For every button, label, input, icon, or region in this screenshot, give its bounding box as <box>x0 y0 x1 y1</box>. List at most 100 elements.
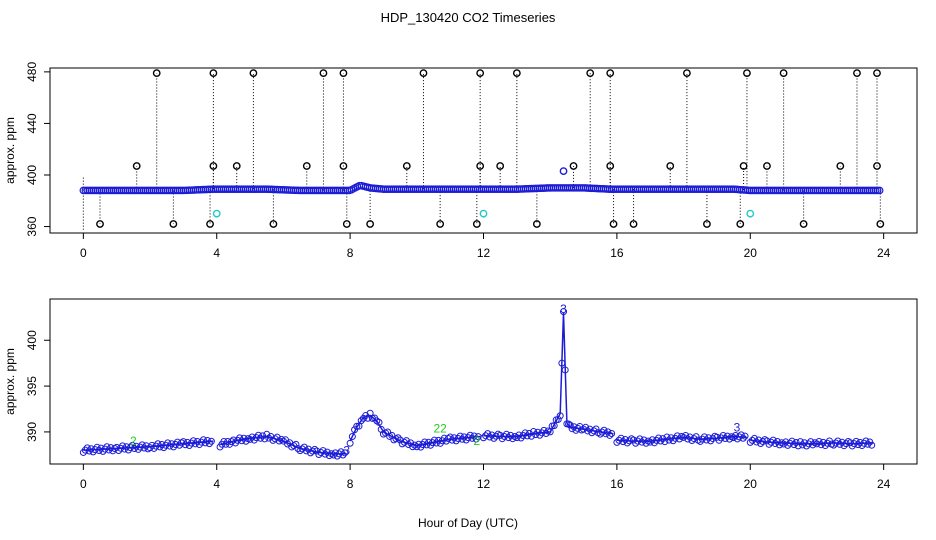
co2-point <box>341 449 349 457</box>
top-x-tick-label: 8 <box>347 246 354 260</box>
co2-point <box>407 439 415 447</box>
spike-point <box>739 162 748 170</box>
co2-point <box>353 422 361 430</box>
spike-point <box>606 69 615 78</box>
top-x-tick-label: 16 <box>610 246 624 260</box>
spike-point <box>496 162 505 170</box>
co2-point <box>698 435 706 443</box>
co2-point <box>642 439 650 447</box>
spike-point <box>703 220 711 228</box>
spike-point <box>152 69 161 78</box>
co2-point <box>590 427 598 435</box>
blue-point <box>559 167 568 176</box>
co2-point <box>474 433 482 441</box>
bottom-x-tick-label: 12 <box>477 477 491 491</box>
co2-point <box>561 366 569 374</box>
co2-point <box>357 417 365 425</box>
bottom-y-axis-title: approx. ppm <box>3 348 17 415</box>
co2-point <box>840 442 848 450</box>
top-x-tick-label: 24 <box>877 246 891 260</box>
co2-point <box>388 431 396 439</box>
co2-point <box>554 415 562 423</box>
co2-point <box>794 442 802 450</box>
co2-point <box>263 430 271 438</box>
spike-point <box>476 69 485 78</box>
top-y-axis-title: approx. ppm <box>3 117 17 184</box>
co2-point <box>309 447 317 455</box>
co2-point <box>556 412 564 420</box>
co2-point <box>560 308 568 316</box>
co2-point <box>868 441 876 449</box>
co2-point <box>757 440 765 448</box>
co2-line-segment <box>483 312 614 438</box>
spike-point <box>269 220 278 228</box>
co2-point <box>617 434 625 442</box>
top-x-tick-label: 12 <box>477 246 491 260</box>
co2-point <box>741 432 749 440</box>
co2-point <box>594 429 602 437</box>
spike-point <box>132 162 141 170</box>
spike-point <box>249 69 258 78</box>
bottom-y-tick-label: 400 <box>25 330 39 350</box>
co2-point <box>384 428 392 436</box>
spike-point <box>232 162 241 170</box>
co2-point <box>707 437 715 445</box>
co2-point <box>625 437 633 445</box>
co2-point <box>292 440 300 448</box>
co2-point <box>809 441 817 449</box>
co2-point <box>323 448 331 456</box>
co2-point <box>492 432 500 440</box>
co2-point <box>582 423 590 431</box>
spike-point <box>206 220 214 228</box>
co2-point <box>325 452 333 460</box>
co2-point <box>709 435 717 443</box>
spike-point <box>743 69 751 78</box>
bottom-x-tick-label: 24 <box>877 477 891 491</box>
bottom-x-tick-label: 8 <box>347 477 354 491</box>
co2-point <box>600 426 608 434</box>
spike-point <box>419 69 428 78</box>
spike-point <box>366 220 375 228</box>
spike-point <box>609 220 618 228</box>
co2-point <box>592 425 600 433</box>
co2-point <box>682 431 690 439</box>
co2-point <box>864 440 872 448</box>
co2-point <box>690 435 698 443</box>
co2-point <box>813 440 821 448</box>
spike-point <box>666 162 675 170</box>
chart-title: HDP_130420 CO2 Timeseries <box>381 10 556 25</box>
spike-point <box>476 162 485 170</box>
co2-point <box>411 441 419 449</box>
top-x-tick-label: 20 <box>744 246 758 260</box>
spike-point <box>853 69 861 78</box>
bottom-x-tick-label: 20 <box>744 477 758 491</box>
co2-point <box>207 437 215 445</box>
co2-point <box>737 431 745 439</box>
bottom-x-tick-label: 4 <box>213 477 220 491</box>
spike-point <box>569 162 578 170</box>
spike-point <box>319 69 328 78</box>
spike-point <box>169 220 178 228</box>
spike-point <box>779 69 788 78</box>
flag-label: 2 <box>473 434 480 448</box>
co2-point <box>759 438 767 446</box>
co2-point <box>750 434 758 442</box>
co2-point <box>773 437 781 445</box>
top-y-tick-label: 360 <box>25 216 39 236</box>
co2-point <box>346 439 354 447</box>
spike-point <box>339 162 348 170</box>
co2-point <box>606 431 614 439</box>
co2-point <box>692 433 700 441</box>
co2-point <box>294 445 302 453</box>
cyan-point <box>746 209 755 218</box>
co2-point <box>351 426 359 434</box>
co2-point <box>821 442 829 450</box>
co2-point <box>273 433 281 441</box>
bottom-x-tick-label: 16 <box>610 477 624 491</box>
bottom-y-tick-label: 395 <box>25 376 39 396</box>
co2-point <box>739 434 747 442</box>
co2-point <box>842 440 850 448</box>
spike-point <box>402 162 411 170</box>
